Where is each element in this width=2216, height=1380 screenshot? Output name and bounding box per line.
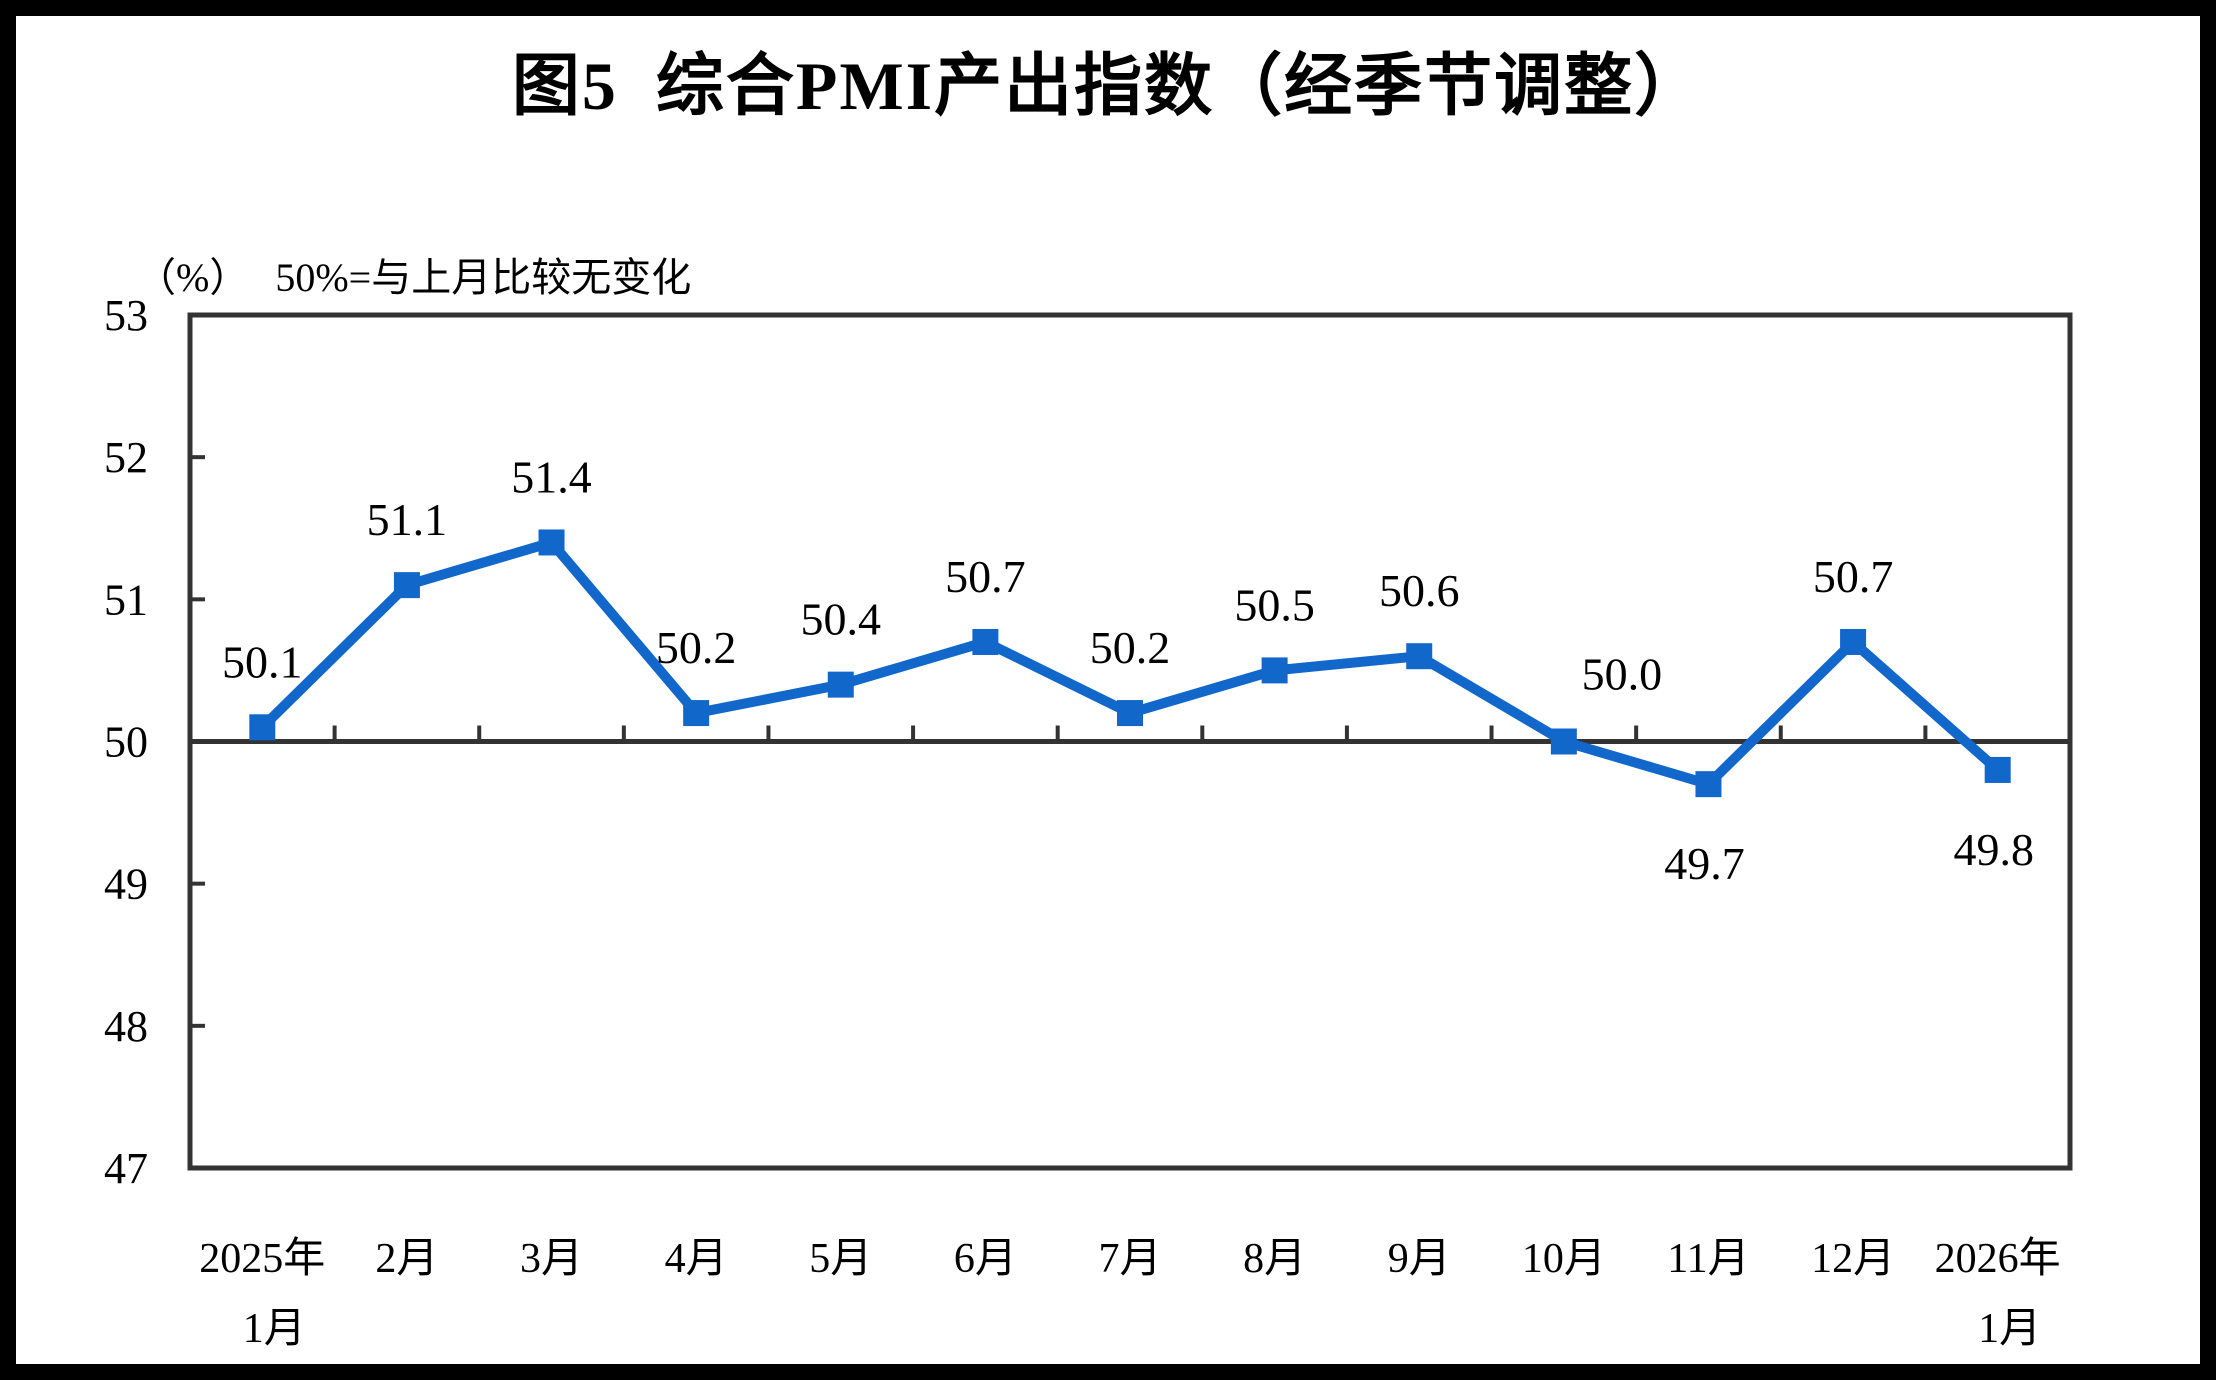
- data-point-label-11: 50.7: [1813, 551, 1894, 602]
- x-axis-category-label-5: 6月: [954, 1236, 1017, 1282]
- x-axis-category-label-10: 11月: [1667, 1236, 1749, 1282]
- data-point-label-4: 50.4: [801, 594, 882, 645]
- y-axis-tick-label-50: 50: [104, 718, 148, 767]
- x-axis-category-label-0: 2025年 1月: [199, 1235, 325, 1352]
- data-point-marker-6: [1117, 700, 1143, 727]
- x-axis-category-label-12: 2026年 1月: [1935, 1235, 2061, 1352]
- x-axis-category-label-7: 8月: [1243, 1236, 1306, 1282]
- data-point-label-10: 49.7: [1664, 838, 1745, 889]
- chart-subtitle-row: （%） 50%=与上月比较无变化: [96, 198, 691, 350]
- data-point-marker-10: [1695, 771, 1722, 798]
- x-axis-category-label-4: 5月: [809, 1236, 872, 1282]
- data-point-marker-0: [249, 714, 276, 741]
- data-point-label-8: 50.6: [1379, 565, 1460, 616]
- data-point-label-12: 49.8: [1953, 824, 2034, 875]
- data-point-marker-12: [1984, 756, 2011, 783]
- y-axis-unit-label: （%）: [136, 255, 250, 300]
- x-axis-category-label-9: 10月: [1522, 1236, 1606, 1282]
- chart-subtitle: 50%=与上月比较无变化: [275, 255, 692, 300]
- data-point-marker-4: [827, 671, 854, 698]
- data-point-marker-8: [1406, 643, 1433, 670]
- y-axis-tick-label-48: 48: [104, 1002, 148, 1051]
- data-point-label-6: 50.2: [1090, 622, 1171, 673]
- data-point-label-0: 50.1: [222, 636, 303, 687]
- x-axis-category-label-6: 7月: [1098, 1236, 1161, 1282]
- data-point-label-9: 50.0: [1582, 649, 1663, 700]
- data-point-marker-1: [393, 572, 420, 599]
- y-axis-tick-label-51: 51: [104, 575, 148, 624]
- x-axis-category-label-2: 3月: [520, 1236, 583, 1282]
- x-axis-category-label-3: 4月: [665, 1236, 728, 1282]
- chart-title: 图5 综合PMI产出指数（经季节调整）: [511, 48, 1705, 124]
- x-axis-category-label-8: 9月: [1388, 1236, 1451, 1282]
- data-point-label-2: 51.4: [511, 451, 592, 502]
- x-axis-category-label-11: 12月: [1811, 1236, 1895, 1282]
- data-point-marker-5: [972, 628, 999, 655]
- y-axis-tick-label-52: 52: [104, 433, 148, 482]
- y-axis-tick-label-53: 53: [104, 291, 148, 340]
- data-point-label-7: 50.5: [1234, 579, 1315, 630]
- data-point-label-5: 50.7: [945, 551, 1026, 602]
- y-axis-tick-label-47: 47: [104, 1144, 148, 1193]
- data-point-marker-7: [1261, 657, 1288, 684]
- data-point-label-3: 50.2: [656, 622, 737, 673]
- y-axis-tick-label-49: 49: [104, 860, 148, 909]
- data-point-marker-11: [1840, 628, 1867, 655]
- data-point-marker-3: [683, 700, 710, 727]
- data-point-label-1: 51.1: [367, 494, 448, 545]
- data-point-marker-2: [538, 529, 565, 556]
- x-axis-category-label-1: 2月: [375, 1236, 438, 1282]
- data-point-marker-9: [1550, 728, 1577, 755]
